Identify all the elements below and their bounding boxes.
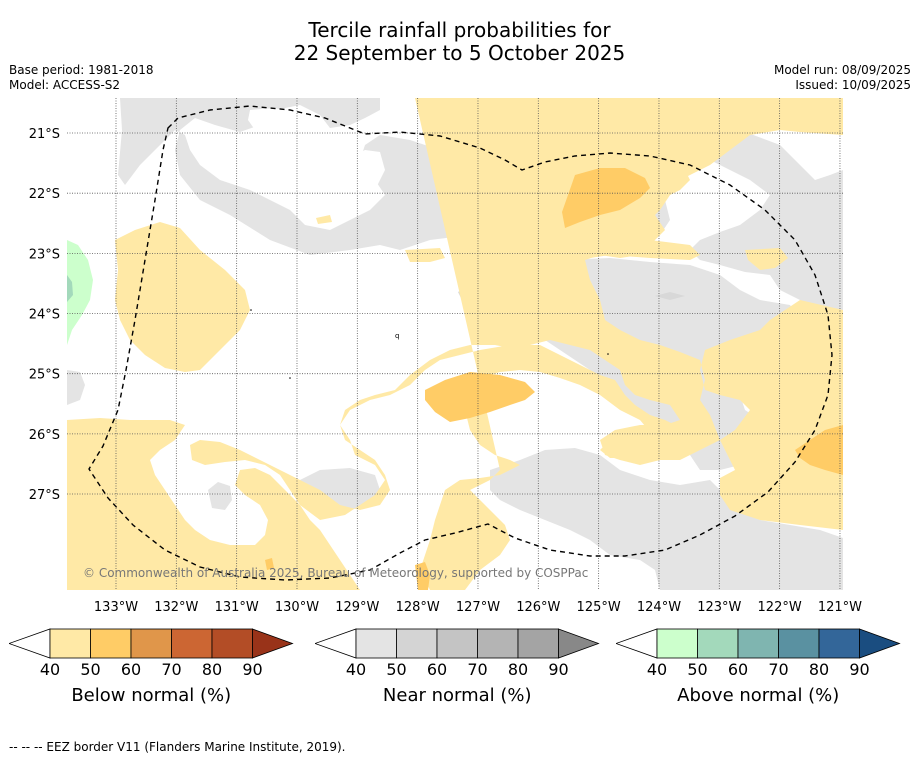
latitude-label: 26°S (29, 428, 60, 443)
longitude-label: 133°W (94, 600, 138, 615)
colorbar-segment (477, 628, 519, 659)
latitude-label: 24°S (29, 308, 60, 323)
colorbar-tick-label: 60 (727, 660, 749, 679)
colorbar-under-extension (616, 628, 658, 659)
colorbar-tick-label: 50 (80, 660, 101, 679)
colorbar-3 (616, 628, 901, 659)
below-normal-regions (67, 98, 843, 590)
longitude-label: 123°W (697, 600, 741, 615)
colorbar-over-extension (859, 628, 901, 659)
colorbar-tick-label: 40 (646, 660, 668, 679)
colorbar-tick-label: 40 (345, 660, 367, 679)
colorbar-title: Below normal (%) (71, 685, 232, 706)
colorbar-title: Above normal (%) (677, 685, 840, 706)
colorbar-tick-label: 80 (808, 660, 830, 679)
graticule (67, 98, 843, 590)
latitude-label: 27°S (29, 488, 60, 503)
longitude-label: 129°W (335, 600, 379, 615)
longitude-label: 122°W (758, 600, 802, 615)
above-normal-regions (67, 240, 93, 345)
colorbar-segment (211, 628, 253, 659)
colorbar-tick-label: 70 (161, 660, 182, 679)
longitude-label: 125°W (577, 600, 621, 615)
map-fill-layer: q © Commonwealth of Australia 2025, Bure… (67, 98, 843, 590)
colorbar-tick-label: 50 (687, 660, 708, 679)
longitude-label: 130°W (275, 600, 319, 615)
colorbar-segment (517, 628, 559, 659)
eez-border (88, 105, 833, 581)
model-run-text: Model run: 08/09/2025 (773, 63, 911, 77)
latitude-label: 25°S (29, 368, 60, 383)
colorbar-segment (697, 628, 739, 659)
colorbar-2 (315, 628, 600, 659)
colorbar-segment (355, 628, 397, 659)
colorbar-segment (778, 628, 820, 659)
colorbar-segment (171, 628, 213, 659)
colorbar-segment (818, 628, 860, 659)
colorbar-tick-label: 70 (467, 660, 488, 679)
longitude-label: 128°W (396, 600, 440, 615)
colorbar-under-extension (9, 628, 51, 659)
model-text: Model: ACCESS-S2 (9, 78, 121, 92)
colorbar-tick-label: 70 (768, 660, 789, 679)
svg-text:q: q (395, 332, 399, 340)
map-title-line-2: 22 September to 5 October 2025 (293, 41, 626, 65)
eez-footer-note: -- -- -- EEZ border V11 (Flanders Marine… (9, 740, 346, 754)
latitude-label: 21°S (29, 127, 60, 142)
colorbar-tick-label: 90 (849, 660, 870, 679)
colorbar-under-extension (315, 628, 357, 659)
base-period-text: Base period: 1981-2018 (9, 63, 154, 77)
colorbar-tick-label: 50 (386, 660, 407, 679)
colorbar-1 (9, 628, 294, 659)
longitude-label: 124°W (637, 600, 681, 615)
issued-text: Issued: 10/09/2025 (795, 78, 911, 92)
longitude-label: 126°W (516, 600, 560, 615)
colorbar-over-extension (252, 628, 294, 659)
colorbar-segment (396, 628, 438, 659)
colorbar-tick-label: 60 (120, 660, 142, 679)
colorbar-over-extension (558, 628, 600, 659)
map-title-line-1: Tercile rainfall probabilities for (308, 18, 611, 42)
colorbar-segment (49, 628, 91, 659)
colorbar-tick-label: 90 (242, 660, 263, 679)
probability-map: q © Commonwealth of Australia 2025, Bure… (29, 98, 862, 615)
colorbar-tick-label: 90 (548, 660, 569, 679)
colorbar-title: Near normal (%) (382, 685, 532, 706)
colorbar-tick-label: 60 (426, 660, 448, 679)
colorbar-segment (656, 628, 698, 659)
colorbar-segment (737, 628, 779, 659)
colorbar-segment (90, 628, 132, 659)
latitude-labels: 21°S 22°S 23°S 24°S 25°S 26°S 27°S (29, 127, 60, 503)
colorbar-tick-label: 80 (201, 660, 223, 679)
longitude-label: 131°W (215, 600, 259, 615)
longitude-labels: 133°W 132°W 131°W 130°W 129°W 128°W 127°W 126°W… (94, 600, 862, 615)
colorbar-segment (436, 628, 478, 659)
longitude-label: 127°W (456, 600, 500, 615)
longitude-label: 132°W (154, 600, 198, 615)
latitude-label: 23°S (29, 247, 60, 262)
colorbar-segment (130, 628, 172, 659)
latitude-label: 22°S (29, 187, 60, 202)
longitude-label: 121°W (818, 600, 862, 615)
colorbar-tick-label: 40 (39, 660, 61, 679)
copyright-text: © Commonwealth of Australia 2025, Bureau… (83, 566, 588, 580)
colorbar-tick-label: 80 (507, 660, 529, 679)
